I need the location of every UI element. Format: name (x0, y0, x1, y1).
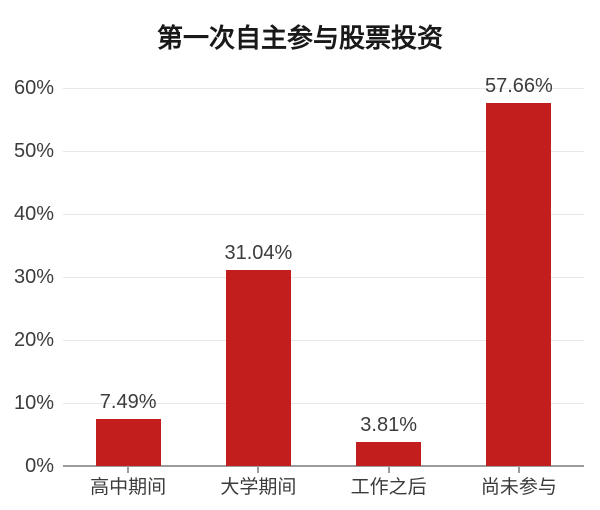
x-axis-tick (257, 467, 260, 473)
x-axis-tick (517, 467, 520, 473)
x-axis-line (63, 465, 584, 467)
chart-title: 第一次自主参与股票投资 (156, 23, 443, 53)
gridline (63, 403, 584, 404)
y-axis-tick-label: 30% (13, 266, 54, 288)
bar-value-label: 57.66% (484, 74, 553, 97)
x-axis-category-label: 尚未参与 (480, 477, 557, 498)
y-axis-tick-label: 0% (25, 455, 54, 477)
bar-4 (486, 102, 552, 466)
gridline (63, 88, 584, 89)
x-axis-tick (127, 467, 130, 473)
bar-2 (225, 270, 291, 466)
x-axis-category-label: 大学期间 (220, 477, 297, 498)
gridline (63, 340, 584, 341)
y-axis-tick-label: 10% (13, 392, 54, 414)
bar-1 (95, 418, 161, 466)
x-axis-category-label: 高中期间 (90, 477, 167, 498)
bar-value-label: 7.49% (99, 390, 157, 413)
y-axis-tick-label: 60% (13, 77, 54, 99)
gridline (63, 151, 584, 152)
y-axis-tick-label: 40% (13, 203, 54, 225)
gridline (63, 214, 584, 215)
y-axis-tick-label: 50% (13, 140, 54, 162)
bar-value-label: 3.81% (360, 413, 417, 436)
y-axis-tick-label: 20% (13, 329, 54, 351)
bar-value-label: 31.04% (224, 242, 293, 265)
x-axis-category-label: 工作之后 (350, 477, 427, 498)
bar-3 (356, 441, 422, 466)
gridline (63, 277, 584, 278)
x-axis-tick (387, 467, 390, 473)
